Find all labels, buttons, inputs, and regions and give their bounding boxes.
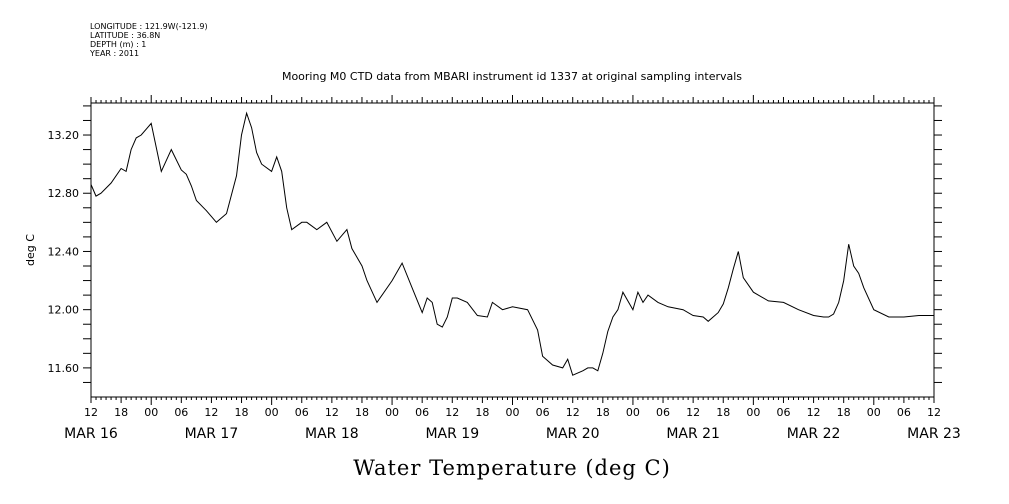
latitude-text: LATITUDE : 36.8N — [90, 31, 161, 40]
x-tick-label: 00 — [626, 406, 640, 419]
year-text: YEAR : 2011 — [90, 49, 140, 58]
x-tick-label: 18 — [235, 406, 249, 419]
x-tick-label: 18 — [596, 406, 610, 419]
x-tick-label: 18 — [355, 406, 369, 419]
y-tick-label: 12.40 — [48, 245, 80, 258]
x-tick-label: 18 — [837, 406, 851, 419]
x-tick-label: 12 — [807, 406, 821, 419]
y-tick-labels: 11.60 12.00 12.40 12.80 13.20 — [48, 129, 80, 375]
tick-marks — [83, 95, 942, 405]
water-temperature-line — [90, 111, 934, 376]
x-tick-label: 06 — [656, 406, 670, 419]
date-label: MAR 16 — [64, 426, 118, 442]
x-tick-label: 06 — [536, 406, 550, 419]
x-tick-label: 12 — [204, 406, 218, 419]
date-label: MAR 18 — [305, 426, 359, 442]
x-tick-label: 06 — [415, 406, 429, 419]
y-tick-label: 11.60 — [48, 362, 80, 375]
date-label: MAR 19 — [425, 426, 479, 442]
x-tick-label: 00 — [746, 406, 760, 419]
metadata-block: LONGITUDE : 121.9W(-121.9) LATITUDE : 36… — [90, 22, 208, 58]
x-tick-label: 18 — [475, 406, 489, 419]
depth-text: DEPTH (m) : 1 — [90, 40, 147, 49]
x-tick-label: 18 — [114, 406, 128, 419]
x-tick-label: 00 — [144, 406, 158, 419]
x-axis-label: Water Temperature (deg C) — [353, 456, 671, 480]
x-tick-label: 00 — [385, 406, 399, 419]
x-tick-label: 12 — [566, 406, 580, 419]
chart-title: Mooring M0 CTD data from MBARI instrumen… — [282, 70, 742, 83]
plot-frame — [90, 102, 935, 398]
x-tick-label: 12 — [84, 406, 98, 419]
y-tick-label: 12.80 — [48, 187, 80, 200]
x-tick-label: 00 — [506, 406, 520, 419]
date-label: MAR 22 — [787, 426, 841, 442]
longitude-text: LONGITUDE : 121.9W(-121.9) — [90, 22, 208, 31]
date-labels: MAR 16 MAR 17 MAR 18 MAR 19 MAR 20 MAR 21 MAR … — [64, 426, 961, 442]
x-tick-label: 00 — [867, 406, 881, 419]
y-tick-label: 12.00 — [48, 304, 80, 317]
x-tick-label: 06 — [295, 406, 309, 419]
x-tick-label: 18 — [716, 406, 730, 419]
x-tick-label: 06 — [897, 406, 911, 419]
date-label: MAR 17 — [185, 426, 239, 442]
y-axis-label: deg C — [24, 234, 37, 266]
x-tick-label: 12 — [445, 406, 459, 419]
x-tick-label: 12 — [325, 406, 339, 419]
date-label: MAR 23 — [907, 426, 961, 442]
x-tick-labels: 12 18 00 06 12 18 00 06 12 18 00 06 12 18 00 06 12 18 00 06… — [84, 406, 941, 419]
date-label: MAR 21 — [666, 426, 720, 442]
date-label: MAR 20 — [546, 426, 600, 442]
x-tick-label: 06 — [776, 406, 790, 419]
x-tick-label: 06 — [174, 406, 188, 419]
x-tick-label: 12 — [927, 406, 941, 419]
x-tick-label: 12 — [686, 406, 700, 419]
x-tick-label: 00 — [265, 406, 279, 419]
y-tick-label: 13.20 — [48, 129, 80, 142]
